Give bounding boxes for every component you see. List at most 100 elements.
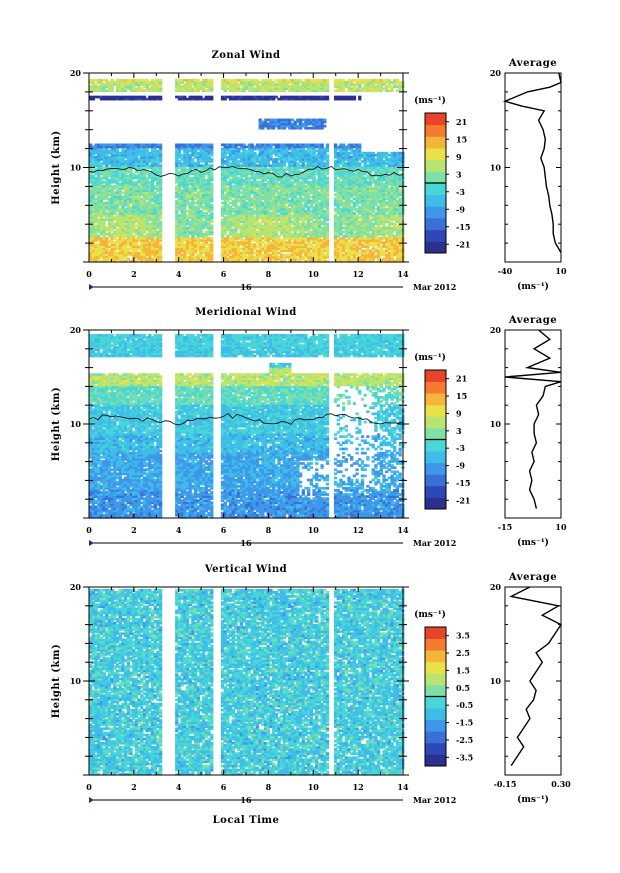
heatmap-cell [153, 247, 157, 251]
heatmap-cell [148, 176, 152, 180]
heatmap-cell [142, 183, 147, 186]
heatmap-cell [145, 162, 149, 165]
heatmap-cell [89, 155, 93, 159]
heatmap-cell [107, 166, 112, 170]
heatmap-cell [140, 158, 144, 161]
heatmap-cell [145, 203, 149, 207]
heatmap-cell [118, 85, 122, 88]
heatmap-cell [126, 257, 130, 261]
heatmap-cell [99, 191, 104, 194]
heatmap-cell [91, 216, 95, 219]
heatmap-cell [118, 155, 122, 159]
heatmap-cell [110, 245, 114, 249]
heatmap-cell [134, 259, 139, 263]
heatmap-cell [102, 162, 106, 165]
heatmap-cell [134, 203, 139, 207]
heatmap-cell [115, 224, 120, 228]
heatmap-cell [105, 149, 109, 153]
heatmap-cell [94, 187, 98, 190]
heatmap-cell [134, 197, 139, 201]
heatmap-cell [145, 85, 149, 88]
heatmap-cell [123, 187, 128, 190]
heatmap-cell [113, 199, 117, 203]
heatmap-cell [153, 176, 157, 180]
heatmap-cell [102, 83, 106, 86]
heatmap-cell [142, 226, 147, 230]
heatmap-cell [121, 228, 125, 232]
heatmap-cell [129, 245, 133, 249]
heatmap-cell [121, 222, 125, 226]
heatmap-cells [89, 79, 405, 263]
heatmap-cell [105, 247, 109, 251]
heatmap-cell [150, 222, 155, 226]
heatmap-cell [115, 145, 120, 149]
heatmap-cell [99, 178, 104, 182]
heatmap-cell [150, 220, 155, 224]
heatmap-cell [126, 220, 130, 224]
heatmap-cell [118, 172, 122, 176]
heatmap-cell [94, 245, 98, 249]
heatmap-cell [145, 193, 149, 197]
heatmap-cell [126, 158, 130, 161]
heatmap-cell [107, 205, 112, 209]
heatmap-cell [140, 172, 144, 176]
heatmap-cell [113, 147, 117, 151]
heatmap-cell [134, 147, 139, 151]
heatmap-cell [118, 218, 122, 222]
heatmap-cell [148, 224, 152, 228]
heatmap-cell [94, 249, 98, 253]
heatmap-cell [107, 185, 112, 188]
heatmap-cell [126, 234, 130, 238]
heatmap-cell [102, 189, 106, 192]
heatmap-cell [91, 191, 95, 194]
heatmap-cell [142, 241, 147, 244]
heatmap-cell [150, 158, 155, 161]
heatmap-cell [142, 151, 147, 155]
heatmap-cell [97, 155, 101, 159]
heatmap-cell [123, 189, 128, 192]
heatmap-cell [115, 245, 120, 249]
heatmap-cell [153, 162, 157, 165]
heatmap-cell [140, 79, 144, 82]
heatmap-cell [115, 79, 120, 82]
heatmap-cell [132, 158, 136, 161]
heatmap-cell [123, 174, 128, 178]
heatmap-cell [142, 253, 147, 257]
heatmap-cell [325, 176, 330, 180]
heatmap-cell [148, 226, 152, 230]
heatmap-cell [140, 174, 144, 178]
heatmap-cell [150, 228, 155, 232]
heatmap-cell [153, 205, 157, 209]
heatmap-cell [99, 212, 104, 215]
heatmap-cell [99, 243, 104, 246]
heatmap-cell [113, 97, 117, 101]
heatmap-cell [89, 230, 93, 234]
heatmap-cell [132, 151, 136, 155]
heatmap-cell [140, 210, 144, 213]
heatmap-cell [153, 197, 157, 201]
heatmap-cell [97, 158, 101, 161]
heatmap-cell [105, 216, 109, 219]
heatmap-cell [148, 201, 152, 205]
heatmap-cell [129, 197, 133, 201]
heatmap-cell [110, 95, 114, 99]
heatmap-cell [140, 95, 144, 99]
heatmap-cell [134, 191, 139, 194]
heatmap-cell [97, 257, 101, 261]
heatmap-cell [132, 228, 136, 232]
heatmap-cell [115, 172, 120, 176]
heatmap-cell [150, 164, 155, 167]
heatmap-cell [118, 199, 122, 203]
heatmap-cell [97, 203, 101, 207]
heatmap-cell [110, 97, 114, 101]
heatmap-cell [89, 249, 93, 253]
heatmap-cell [102, 155, 106, 159]
heatmap-cell [129, 85, 133, 88]
heatmap-cell [148, 197, 152, 201]
heatmap-cell [137, 257, 141, 261]
heatmap-cell [129, 170, 133, 174]
heatmap-cell [102, 97, 106, 101]
heatmap-cell [153, 143, 157, 147]
heatmap-cell [142, 172, 147, 176]
heatmap-cell [102, 212, 106, 215]
